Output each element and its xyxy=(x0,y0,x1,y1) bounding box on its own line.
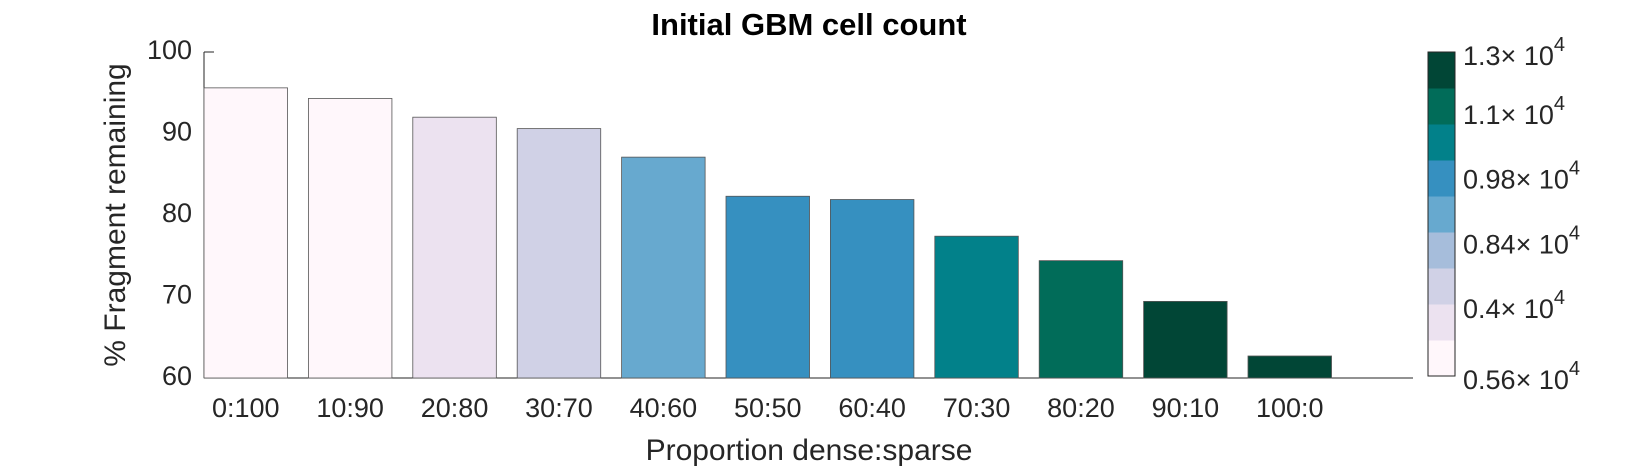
bar xyxy=(621,156,706,379)
y-tick-label: 90 xyxy=(162,117,192,147)
colorbar-segment xyxy=(1428,268,1455,305)
y-tick-label: 60 xyxy=(162,361,192,391)
bar xyxy=(412,116,497,379)
x-tick-label: 60:40 xyxy=(838,393,906,423)
colorbar-segment xyxy=(1428,232,1455,269)
x-tick-label: 100:0 xyxy=(1256,393,1324,423)
bar xyxy=(1143,300,1228,379)
bar xyxy=(203,87,288,379)
colorbar-tick-value: 0.84 xyxy=(1463,230,1516,260)
colorbar-tick-exponent: 4 xyxy=(1569,223,1580,245)
colorbar-tick-suffix: × 10 xyxy=(1516,365,1569,395)
colorbar-tick-exponent: 4 xyxy=(1569,358,1580,380)
x-tick-label: 10:90 xyxy=(316,393,384,423)
colorbar-tick-label: 0.84× 104 xyxy=(1463,223,1580,260)
colorbar-tick-suffix: × 10 xyxy=(1501,41,1554,71)
x-tick-label: 20:80 xyxy=(421,393,489,423)
colorbar-segment xyxy=(1428,196,1455,233)
colorbar-segment xyxy=(1428,88,1455,125)
bar xyxy=(725,195,810,379)
colorbar-tick-value: 0.98 xyxy=(1463,165,1516,195)
colorbar-tick-suffix: × 10 xyxy=(1501,100,1554,130)
colorbar-tick-label: 1.3× 104 xyxy=(1463,34,1565,71)
y-tick-label: 80 xyxy=(162,198,192,228)
x-axis-label: Proportion dense:sparse xyxy=(646,434,973,467)
y-axis-label: % Fragment remaining xyxy=(99,63,132,366)
colorbar-tick-label: 0.56× 104 xyxy=(1463,358,1580,395)
colorbar-tick-suffix: × 10 xyxy=(1516,165,1569,195)
colorbar-tick-value: 1.1 xyxy=(1463,100,1501,130)
colorbar-segment xyxy=(1428,304,1455,341)
colorbar-frame xyxy=(1427,51,1456,377)
x-tick-label: 80:20 xyxy=(1047,393,1115,423)
x-tick-label: 0:100 xyxy=(212,393,280,423)
colorbar-segment xyxy=(1428,160,1455,197)
colorbar-tick-label: 1.1× 104 xyxy=(1463,93,1565,130)
colorbar-tick-exponent: 4 xyxy=(1554,287,1565,309)
colorbar-tick-value: 0.56 xyxy=(1463,365,1516,395)
x-tick-label: 90:10 xyxy=(1152,393,1220,423)
x-tick-label: 40:60 xyxy=(630,393,698,423)
bar xyxy=(934,235,1019,379)
chart-title: Initial GBM cell count xyxy=(651,7,966,42)
colorbar-segment xyxy=(1428,340,1455,377)
x-tick-label: 30:70 xyxy=(525,393,593,423)
colorbar-segment xyxy=(1428,124,1455,161)
bar xyxy=(1247,355,1332,379)
colorbar-tick-exponent: 4 xyxy=(1554,93,1565,115)
colorbar-tick-label: 0.4× 104 xyxy=(1463,287,1565,324)
colorbar-segment xyxy=(1428,52,1455,89)
x-tick-label: 70:30 xyxy=(943,393,1011,423)
colorbar-tick-exponent: 4 xyxy=(1569,158,1580,180)
colorbar-tick-exponent: 4 xyxy=(1554,34,1565,56)
colorbar-tick-value: 0.4 xyxy=(1463,294,1501,324)
colorbar-tick-suffix: × 10 xyxy=(1516,230,1569,260)
bar xyxy=(307,98,393,379)
bar xyxy=(516,128,602,379)
bar xyxy=(830,199,915,379)
y-tick-label: 70 xyxy=(162,280,192,310)
y-tick-label: 100 xyxy=(147,35,192,65)
colorbar-tick-suffix: × 10 xyxy=(1501,294,1554,324)
bar xyxy=(1038,260,1124,379)
colorbar-tick-value: 1.3 xyxy=(1463,41,1501,71)
x-tick-label: 50:50 xyxy=(734,393,802,423)
colorbar-tick-label: 0.98× 104 xyxy=(1463,158,1580,195)
